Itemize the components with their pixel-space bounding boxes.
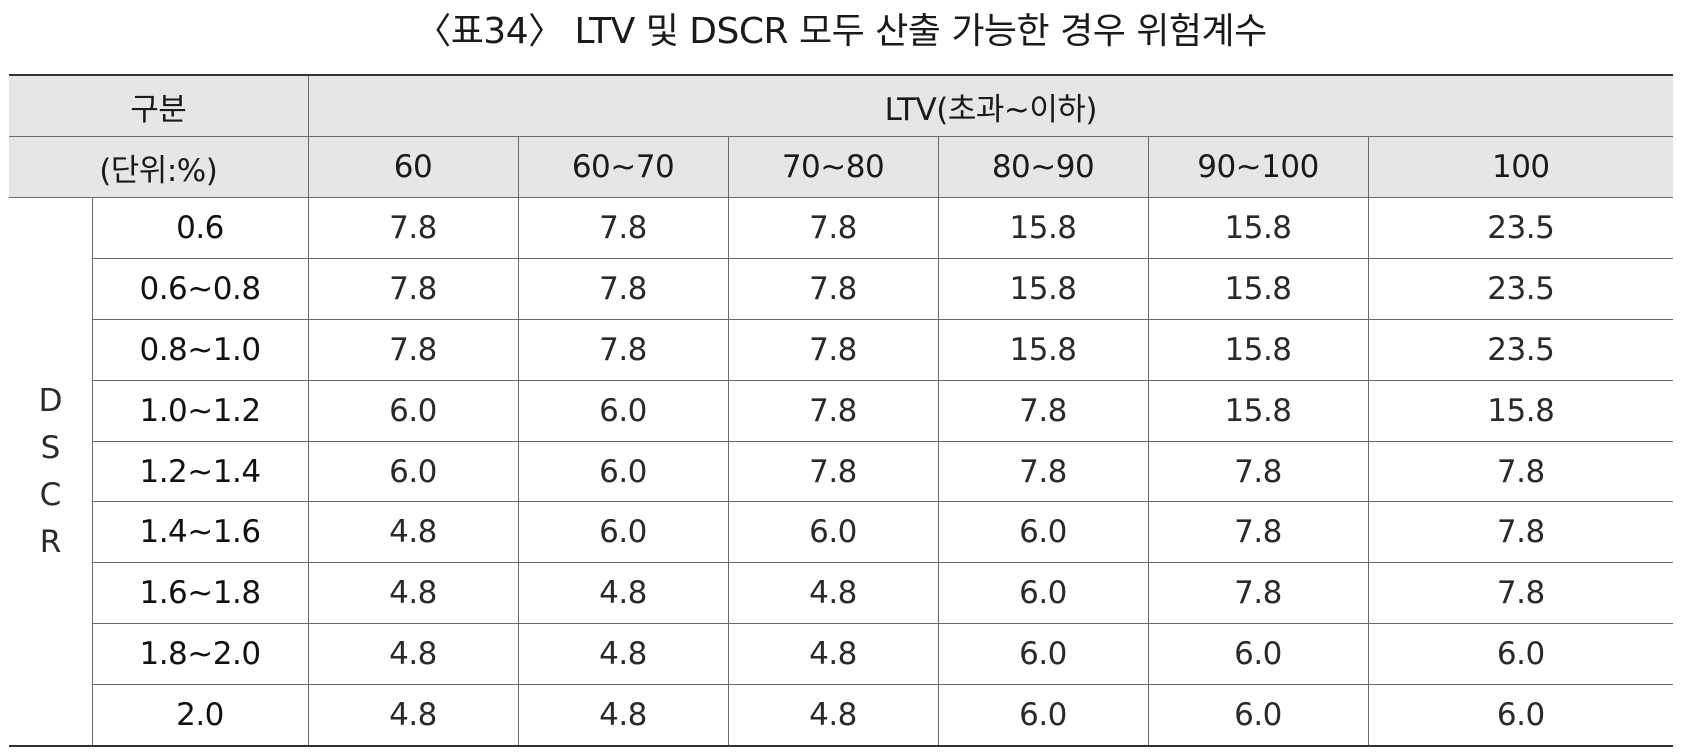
- dscr-letter: C: [39, 476, 62, 513]
- table-row: 0.8~1.0 7.8 7.8 7.8 15.8 15.8 23.5: [9, 318, 1674, 381]
- value-cell: 6.0: [517, 440, 729, 503]
- table-row: D S C R 0.6 7.8 7.8 7.8 15.8 15.8 23.5: [9, 197, 1674, 747]
- table-row: 1.4~1.6 4.8 6.0 6.0 6.0 7.8 7.8: [9, 501, 1674, 564]
- value-cell: 7.8: [727, 318, 939, 381]
- row-label: 2.0: [92, 684, 309, 747]
- row-label: 1.2~1.4: [92, 440, 309, 503]
- value-cell: 23.5: [1367, 197, 1674, 259]
- value-cell: 15.8: [937, 197, 1149, 259]
- value-cell: 7.8: [1367, 501, 1674, 564]
- value-cell: 7.8: [1367, 440, 1674, 503]
- value-cell: 7.8: [307, 318, 519, 381]
- ltv-group-header: LTV(초과~이하): [307, 74, 1674, 137]
- table-row: 2.0 4.8 4.8 4.8 6.0 6.0 6.0: [9, 684, 1674, 747]
- corner-header-top: 구분: [9, 74, 309, 137]
- value-cell: 4.8: [517, 684, 729, 747]
- row-label: 1.6~1.8: [92, 562, 309, 625]
- value-cell: 6.0: [1147, 623, 1369, 686]
- value-cell: 15.8: [937, 257, 1149, 320]
- value-cell: 4.8: [307, 684, 519, 747]
- value-cell: 15.8: [1147, 197, 1369, 259]
- value-cell: 6.0: [307, 440, 519, 503]
- value-cell: 7.8: [1147, 501, 1369, 564]
- value-cell: 15.8: [1147, 379, 1369, 442]
- value-cell: 7.8: [1147, 440, 1369, 503]
- dscr-letter: R: [39, 523, 62, 560]
- value-cell: 7.8: [727, 197, 939, 259]
- value-cell: 23.5: [1367, 257, 1674, 320]
- value-cell: 6.0: [517, 501, 729, 564]
- value-cell: 15.8: [1147, 318, 1369, 381]
- value-cell: 7.8: [517, 318, 729, 381]
- value-cell: 6.0: [937, 562, 1149, 625]
- table-row: 0.6~0.8 7.8 7.8 7.8 15.8 15.8 23.5: [9, 257, 1674, 320]
- corner-header-unit: (단위:%): [9, 136, 309, 198]
- value-cell: 4.8: [727, 623, 939, 686]
- value-cell: 4.8: [727, 684, 939, 747]
- row-label: 1.4~1.6: [92, 501, 309, 564]
- value-cell: 7.8: [307, 197, 519, 259]
- value-cell: 7.8: [517, 197, 729, 259]
- row-label: 0.6~0.8: [92, 257, 309, 320]
- value-cell: 6.0: [937, 501, 1149, 564]
- table-row: 1.8~2.0 4.8 4.8 4.8 6.0 6.0 6.0: [9, 623, 1674, 686]
- value-cell: 7.8: [517, 257, 729, 320]
- value-cell: 4.8: [307, 562, 519, 625]
- value-cell: 6.0: [937, 623, 1149, 686]
- value-cell: 6.0: [517, 379, 729, 442]
- row-label: 1.0~1.2: [92, 379, 309, 442]
- column-header: 70~80: [727, 136, 939, 198]
- dscr-letter: S: [40, 429, 61, 466]
- value-cell: 7.8: [937, 379, 1149, 442]
- value-cell: 15.8: [937, 318, 1149, 381]
- value-cell: 7.8: [727, 440, 939, 503]
- value-cell: 6.0: [1147, 684, 1369, 747]
- table-row: 1.0~1.2 6.0 6.0 7.8 7.8 15.8 15.8: [9, 379, 1674, 442]
- value-cell: 6.0: [727, 501, 939, 564]
- column-header: 90~100: [1147, 136, 1369, 198]
- risk-coefficient-table: 구분 LTV(초과~이하) (단위:%) 60 60~70 70~80 80~9…: [9, 74, 1674, 748]
- value-cell: 6.0: [1367, 684, 1674, 747]
- row-label: 1.8~2.0: [92, 623, 309, 686]
- value-cell: 15.8: [1147, 257, 1369, 320]
- value-cell: 4.8: [307, 623, 519, 686]
- row-label: 0.8~1.0: [92, 318, 309, 381]
- value-cell: 6.0: [937, 684, 1149, 747]
- value-cell: 6.0: [1367, 623, 1674, 686]
- column-header: 100: [1367, 136, 1674, 198]
- value-cell: 6.0: [307, 379, 519, 442]
- value-cell: 7.8: [937, 440, 1149, 503]
- table-title: 〈표34〉 LTV 및 DSCR 모두 산출 가능한 경우 위험계수: [415, 11, 1267, 52]
- value-cell: 23.5: [1367, 318, 1674, 381]
- value-cell: 7.8: [307, 257, 519, 320]
- table-row: 1.6~1.8 4.8 4.8 4.8 6.0 7.8 7.8: [9, 562, 1674, 625]
- column-header: 80~90: [937, 136, 1149, 198]
- value-cell: 15.8: [1367, 379, 1674, 442]
- value-cell: 7.8: [1147, 562, 1369, 625]
- table-row: 1.2~1.4 6.0 6.0 7.8 7.8 7.8 7.8: [9, 440, 1674, 503]
- value-cell: 4.8: [517, 562, 729, 625]
- value-cell: 4.8: [517, 623, 729, 686]
- column-header: 60~70: [517, 136, 729, 198]
- value-cell: 4.8: [307, 501, 519, 564]
- value-cell: 7.8: [1367, 562, 1674, 625]
- row-label: 0.6: [91, 197, 309, 259]
- dscr-letter: D: [38, 382, 63, 419]
- value-cell: 7.8: [727, 379, 939, 442]
- value-cell: 7.8: [727, 257, 939, 320]
- value-cell: 4.8: [727, 562, 939, 625]
- column-header: 60: [307, 136, 519, 198]
